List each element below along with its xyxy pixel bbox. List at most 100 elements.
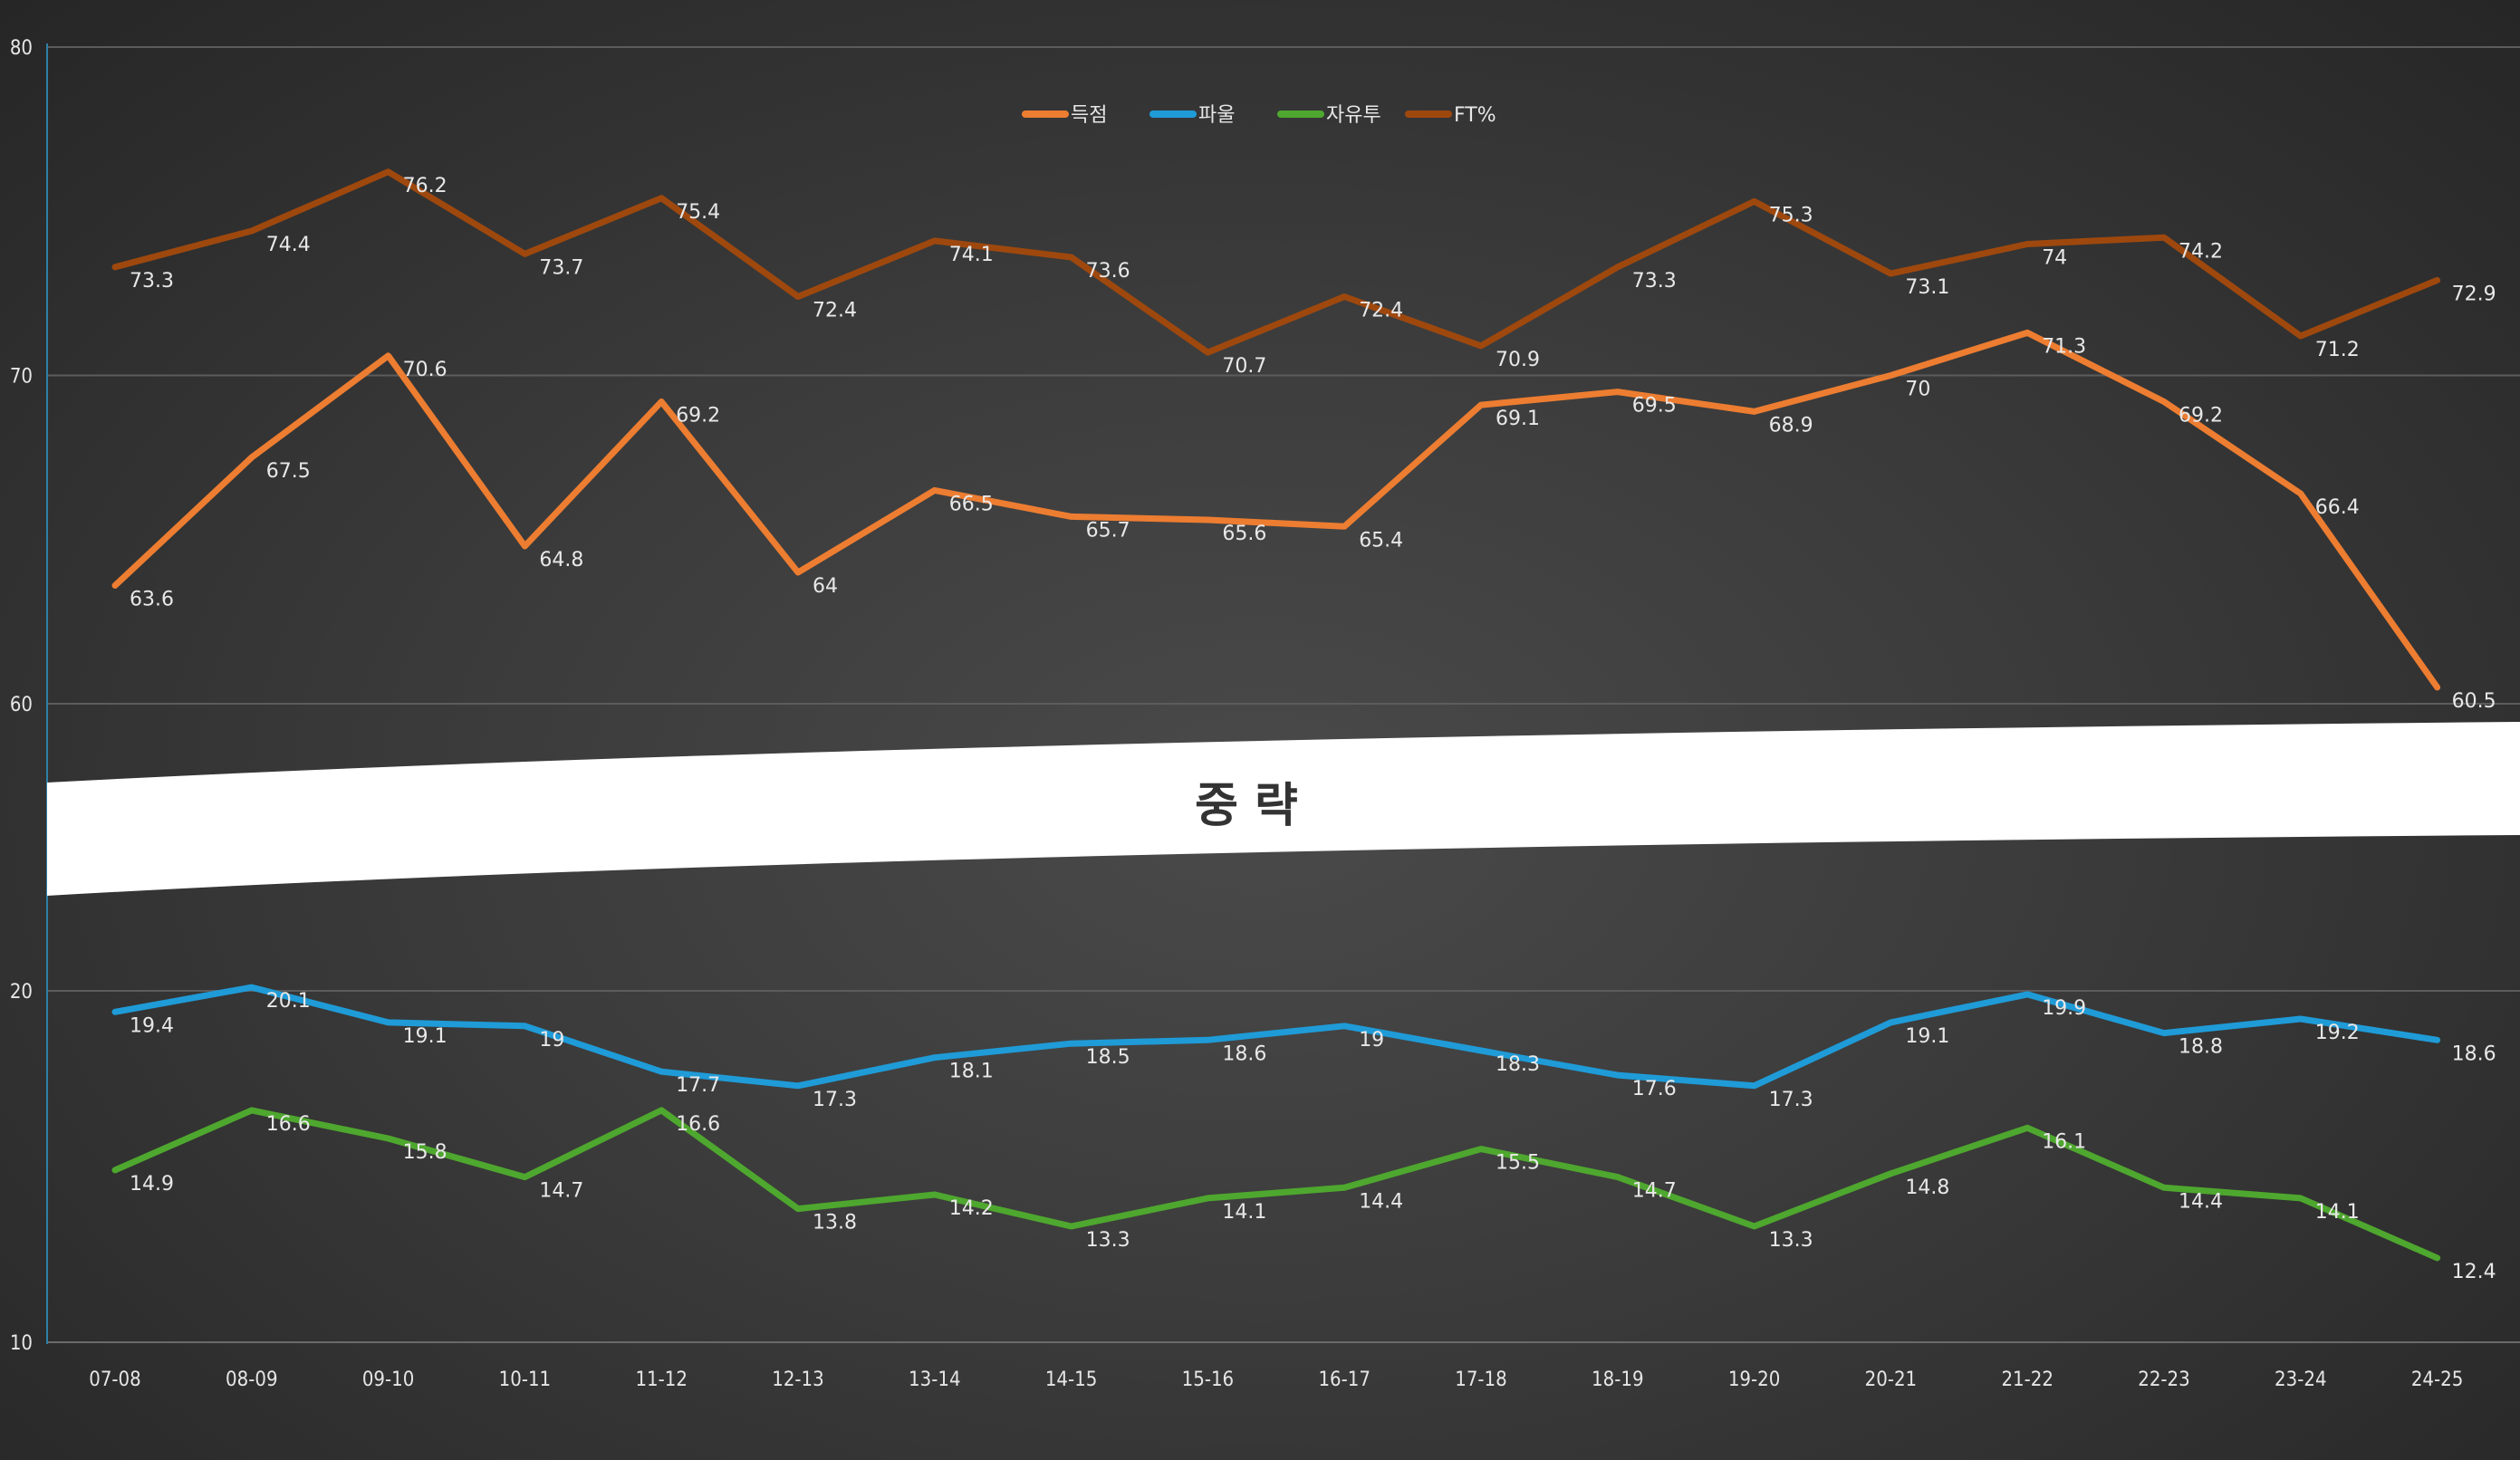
- data-label: 13.3: [1086, 1229, 1130, 1252]
- series-line-4: [111, 168, 2441, 356]
- x-tick-label: 12-13: [772, 1369, 824, 1391]
- data-label: 14.7: [1632, 1180, 1677, 1203]
- series-line-3: [111, 1107, 2441, 1262]
- data-label: 75.4: [676, 201, 720, 224]
- y-tick-label: 60: [10, 694, 33, 716]
- y-tick-label: 70: [10, 366, 33, 389]
- data-label: 74.4: [266, 234, 311, 256]
- data-label: 73.1: [1905, 276, 1949, 299]
- data-label: 73.3: [1632, 270, 1677, 293]
- data-label: 74.1: [949, 244, 994, 266]
- legend: 득점 파울 자유투 FT%: [1022, 104, 1496, 127]
- x-tick-label: 24-25: [2411, 1369, 2464, 1391]
- data-label: 74: [2042, 247, 2067, 270]
- data-label: 70.7: [1222, 355, 1266, 378]
- data-label: 18.8: [2179, 1036, 2223, 1059]
- x-tick-label: 11-12: [635, 1369, 688, 1391]
- data-label: 72.9: [2452, 283, 2496, 305]
- data-label: 14.4: [2179, 1190, 2223, 1213]
- data-label: 18.6: [2452, 1042, 2496, 1065]
- x-tick-label: 08-09: [226, 1369, 278, 1391]
- legend-entry: 파울: [1198, 104, 1235, 127]
- axis-break: 중략: [47, 722, 2520, 896]
- data-label: 18.3: [1496, 1053, 1540, 1076]
- data-label: 16.6: [266, 1113, 311, 1136]
- y-tick-label: 80: [10, 37, 33, 60]
- data-label: 15.8: [403, 1141, 447, 1164]
- x-tick-label: 20-21: [1865, 1369, 1918, 1391]
- data-label: 19: [1359, 1029, 1384, 1052]
- data-label: 13.8: [813, 1212, 857, 1234]
- axes: 80 70 60 20 10 07-08 08-09 09-10 10-11 11-12 12-13…: [10, 37, 2464, 1391]
- data-label: 14.1: [2315, 1201, 2360, 1224]
- data-label: 14.2: [949, 1197, 994, 1220]
- legend-entry: 자유투: [1326, 104, 1381, 127]
- data-label: 64: [813, 575, 838, 598]
- x-tick-label: 21-22: [2001, 1369, 2054, 1391]
- data-label: 60.5: [2452, 690, 2496, 713]
- x-tick-label: 13-14: [909, 1369, 961, 1391]
- x-tick-label: 22-23: [2138, 1369, 2190, 1391]
- data-label: 13.3: [1769, 1229, 1813, 1252]
- x-tick-label: 10-11: [499, 1369, 552, 1391]
- data-labels: 63.6 67.5 70.6 64.8 69.2 64 66.5 65.7 65.6 65.4 69…: [130, 175, 2496, 1283]
- data-label: 19.9: [2042, 997, 2086, 1020]
- data-label: 70: [1905, 379, 1930, 401]
- data-label: 63.6: [130, 589, 174, 611]
- data-label: 72.4: [1359, 300, 1403, 322]
- data-label: 14.9: [130, 1173, 174, 1196]
- data-label: 15.5: [1496, 1152, 1540, 1175]
- data-label: 64.8: [539, 549, 583, 572]
- data-label: 65.6: [1222, 523, 1266, 545]
- data-label: 65.7: [1086, 519, 1130, 542]
- x-tick-label: 18-19: [1592, 1369, 1644, 1391]
- data-label: 73.7: [539, 256, 583, 279]
- x-tick-label: 15-16: [1182, 1369, 1235, 1391]
- data-label: 14.7: [539, 1180, 583, 1203]
- data-label: 19.2: [2315, 1022, 2360, 1044]
- data-label: 68.9: [1769, 414, 1813, 437]
- data-label: 69.5: [1632, 395, 1677, 418]
- data-label: 66.5: [949, 493, 994, 515]
- data-label: 19.1: [403, 1025, 447, 1048]
- data-label: 19: [539, 1029, 564, 1052]
- x-tick-label: 07-08: [89, 1369, 141, 1391]
- data-label: 18.1: [949, 1061, 994, 1083]
- data-label: 16.6: [676, 1113, 720, 1136]
- legend-entry: FT%: [1454, 104, 1496, 127]
- data-label: 12.4: [2452, 1261, 2496, 1283]
- data-label: 14.8: [1905, 1177, 1949, 1199]
- data-label: 74.2: [2179, 240, 2223, 263]
- data-label: 69.1: [1496, 408, 1540, 430]
- data-label: 20.1: [266, 990, 311, 1013]
- data-label: 67.5: [266, 460, 311, 483]
- data-label: 14.4: [1359, 1190, 1403, 1213]
- data-label: 73.6: [1086, 260, 1130, 283]
- x-tick-label: 16-17: [1318, 1369, 1371, 1391]
- data-label: 17.7: [676, 1074, 720, 1097]
- data-label: 69.2: [676, 405, 720, 427]
- y-tick-label: 20: [10, 981, 33, 1004]
- data-label: 65.4: [1359, 529, 1403, 552]
- y-tick-label: 10: [10, 1332, 33, 1355]
- data-label: 17.3: [813, 1089, 857, 1111]
- data-label: 14.1: [1222, 1201, 1266, 1224]
- data-label: 66.4: [2315, 496, 2360, 519]
- axis-break-band: [47, 722, 2520, 896]
- data-label: 70.6: [403, 359, 447, 381]
- data-label: 70.9: [1496, 349, 1540, 371]
- data-label: 18.6: [1222, 1042, 1266, 1065]
- data-label: 72.4: [813, 300, 857, 322]
- data-label: 19.1: [1905, 1025, 1949, 1048]
- legend-entry: 득점: [1071, 104, 1107, 127]
- data-label: 19.4: [130, 1014, 174, 1037]
- series-line-1: [111, 329, 2441, 691]
- axis-break-label: 중략: [1195, 779, 1314, 833]
- series-lines: [111, 168, 2441, 1262]
- data-label: 69.2: [2179, 405, 2223, 427]
- data-label: 17.3: [1769, 1089, 1813, 1111]
- x-tick-label: 09-10: [362, 1369, 415, 1391]
- x-tick-label: 23-24: [2275, 1369, 2327, 1391]
